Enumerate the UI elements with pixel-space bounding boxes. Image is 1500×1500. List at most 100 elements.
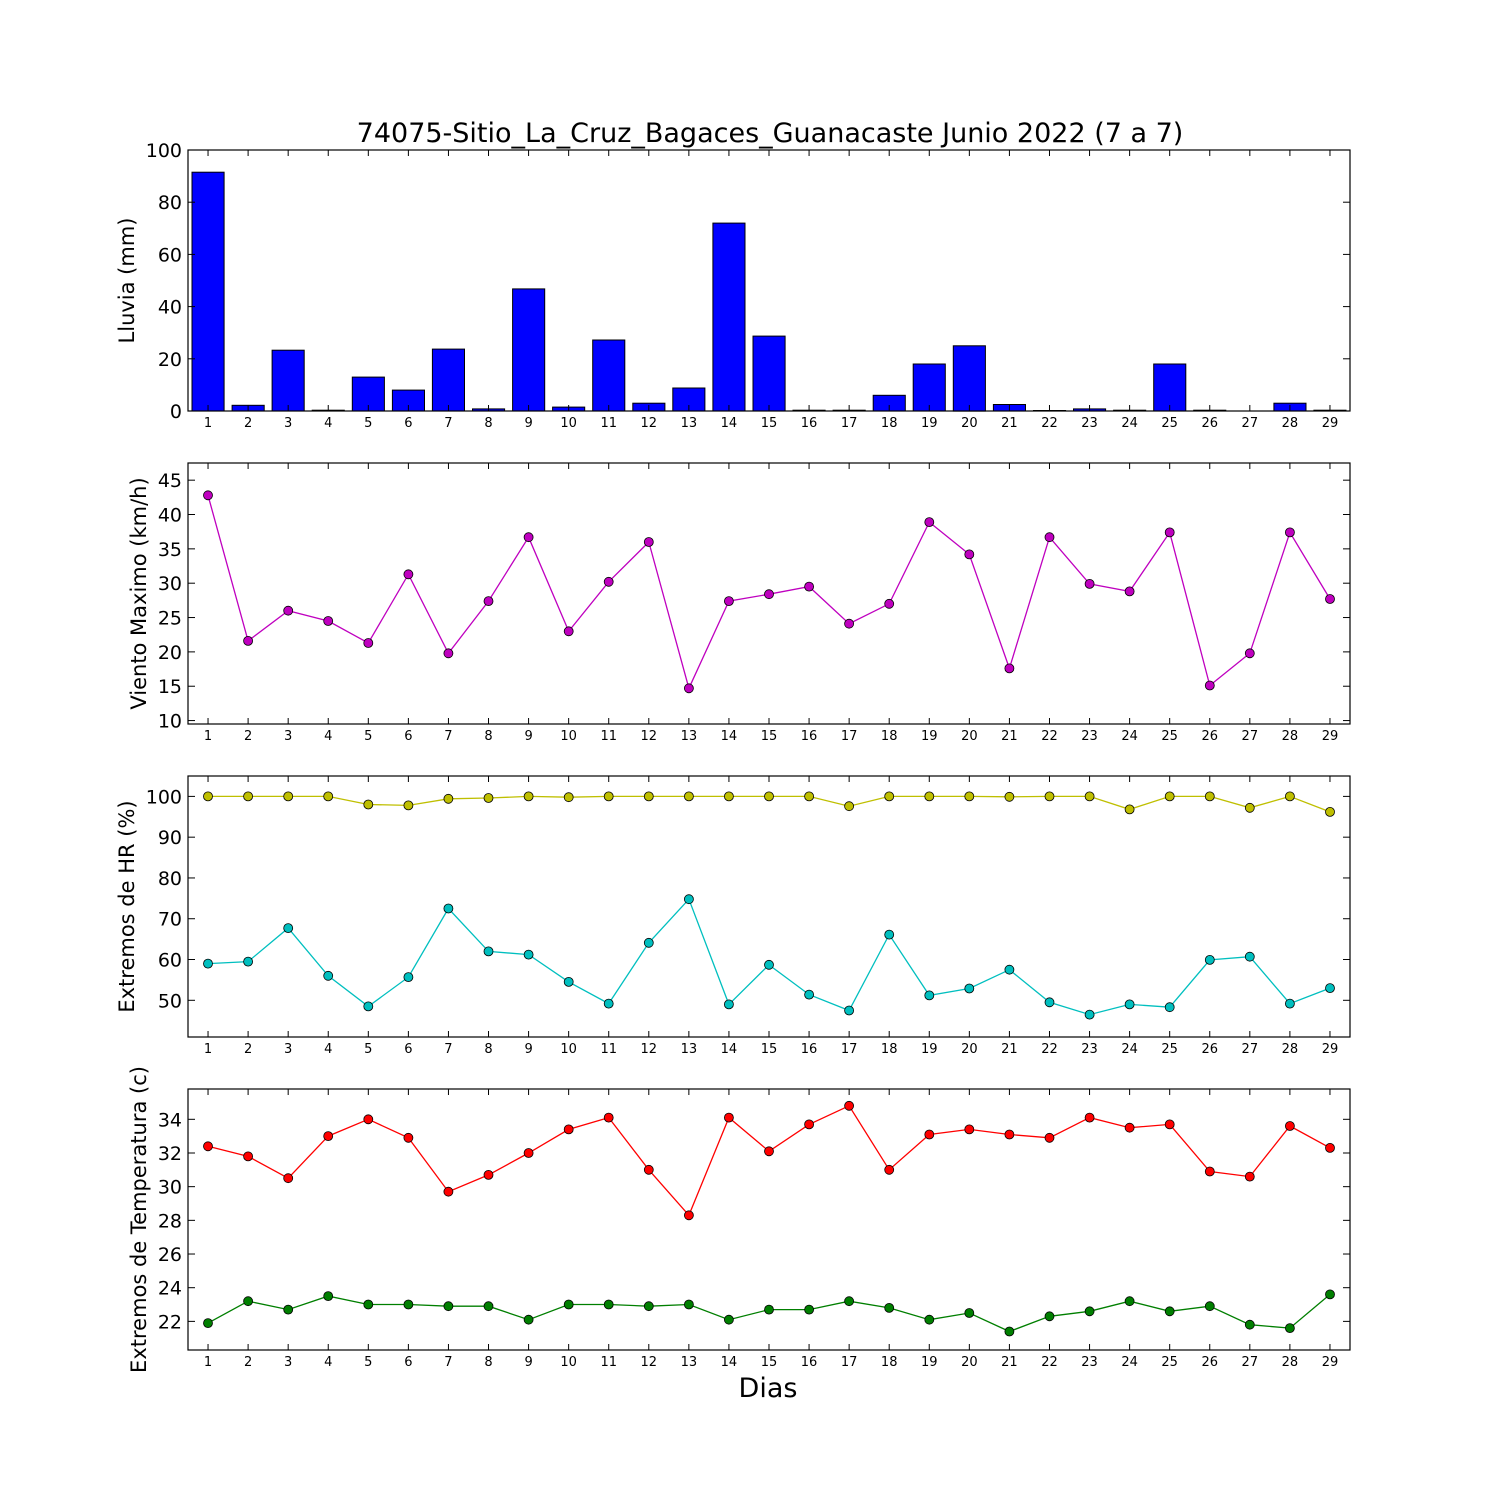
data-point [1044, 997, 1055, 1008]
data-point [403, 972, 414, 982]
x-tick-label: 27 [1242, 416, 1259, 431]
data-point [563, 792, 574, 803]
x-tick-label: 12 [641, 729, 658, 744]
data-point [684, 683, 694, 694]
data-point [203, 490, 213, 501]
data-point [1325, 807, 1335, 817]
x-tick-label: 23 [1081, 1042, 1098, 1057]
data-point [1325, 594, 1335, 604]
x-tick-label: 15 [761, 1042, 778, 1057]
x-tick-label: 29 [1322, 729, 1339, 744]
data-point [323, 1291, 334, 1301]
x-tick-label: 1 [204, 1355, 212, 1370]
data-point [764, 589, 774, 600]
x-tick-label: 6 [404, 1355, 412, 1370]
y-tick-label: 34 [158, 1109, 182, 1131]
x-tick-label: 5 [364, 1355, 372, 1370]
data-point [203, 958, 213, 969]
data-point [1124, 1122, 1135, 1133]
data-point [804, 1304, 814, 1315]
data-point [483, 793, 494, 803]
data-point [203, 1141, 213, 1152]
data-point [1285, 1323, 1295, 1333]
data-point [1204, 1301, 1215, 1312]
x-tick-label: 29 [1322, 1355, 1339, 1370]
x-tick-label: 22 [1041, 416, 1058, 431]
x-tick-label: 2 [244, 1355, 252, 1370]
y-tick-label: 15 [158, 676, 182, 698]
data-point [1244, 802, 1255, 813]
y-tick-label: 30 [158, 1177, 182, 1199]
data-point [924, 1129, 935, 1140]
data-point [523, 791, 534, 802]
y-axis-label: Extremos de Temperatura (c) [127, 1066, 151, 1373]
x-tick-label: 7 [444, 1042, 452, 1057]
data-point [443, 1301, 454, 1312]
data-point [523, 1148, 534, 1158]
x-tick-label: 6 [404, 1042, 412, 1057]
x-tick-label: 28 [1282, 1042, 1299, 1057]
x-tick-label: 4 [324, 729, 332, 744]
data-point [1325, 1143, 1335, 1153]
data-point [684, 791, 694, 802]
x-tick-label: 13 [681, 729, 698, 744]
y-tick-label: 50 [158, 990, 182, 1012]
data-point [804, 581, 814, 592]
data-point [283, 1304, 294, 1315]
x-tick-label: 23 [1081, 416, 1098, 431]
data-point [323, 1131, 334, 1141]
data-point [603, 1299, 614, 1310]
data-point [563, 1299, 574, 1310]
data-point [1084, 579, 1095, 589]
x-tick-label: 18 [881, 1355, 898, 1370]
data-point [1004, 964, 1015, 975]
series-line [207, 1104, 1331, 1217]
data-point [563, 977, 574, 987]
data-point [1044, 791, 1055, 802]
x-tick-label: 4 [324, 1042, 332, 1057]
data-point [1084, 1306, 1095, 1317]
data-point [483, 1301, 494, 1312]
data-point [563, 1124, 574, 1135]
data-point [1285, 998, 1295, 1009]
x-tick-label: 4 [324, 416, 332, 431]
x-tick-label: 16 [801, 416, 818, 431]
x-tick-label: 10 [560, 1355, 577, 1370]
panel-temperature: Extremos de Temperatura (c) 1 2 3 4 5 6 7 8 9 10 1… [127, 1066, 1351, 1373]
x-tick-label: 8 [484, 729, 492, 744]
data-point [1124, 1296, 1135, 1307]
x-tick-label: 18 [881, 416, 898, 431]
data-point [764, 959, 774, 970]
x-tick-label: 12 [641, 1042, 658, 1057]
x-tick-label: 19 [921, 416, 938, 431]
data-point [363, 1299, 374, 1310]
data-point [1084, 1009, 1095, 1020]
data-point [724, 1112, 734, 1123]
data-point [1004, 1129, 1015, 1140]
x-tick-label: 10 [560, 729, 577, 744]
data-point [603, 791, 614, 802]
y-tick-label: 45 [158, 470, 182, 492]
data-point [964, 791, 975, 802]
bar [431, 348, 465, 412]
x-tick-label: 29 [1322, 1042, 1339, 1057]
x-tick-label: 14 [721, 1355, 738, 1370]
x-tick-label: 11 [600, 1042, 617, 1057]
x-tick-label: 2 [244, 729, 252, 744]
data-point [924, 517, 935, 527]
data-point [684, 1210, 694, 1221]
y-tick-label: 60 [158, 950, 182, 972]
data-point [1124, 586, 1135, 597]
data-point [403, 569, 414, 580]
panel-humidity: Extremos de HR (%) 1 2 3 4 5 6 7 8 9 10 11 12 13 14 15… [115, 775, 1351, 1057]
x-axis-label: Dias [739, 1373, 798, 1404]
x-tick-label: 20 [961, 416, 978, 431]
data-point [884, 1303, 895, 1313]
y-tick-label: 22 [158, 1311, 182, 1333]
y-tick-label: 40 [158, 505, 182, 527]
x-tick-label: 11 [600, 729, 617, 744]
y-tick-label: 90 [158, 827, 182, 849]
y-tick-label: 70 [158, 909, 182, 931]
x-tick-label: 24 [1121, 1042, 1138, 1057]
data-point [844, 618, 854, 629]
